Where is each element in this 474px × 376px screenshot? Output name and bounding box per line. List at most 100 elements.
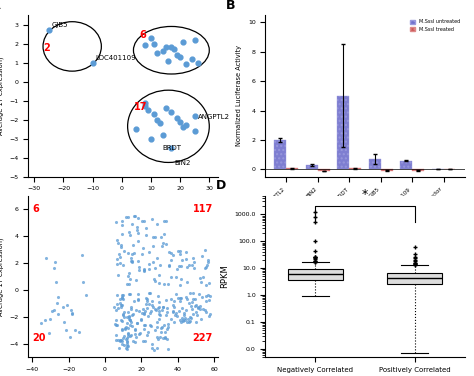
Point <box>131 326 138 332</box>
Point <box>174 248 182 254</box>
Point <box>42 255 50 261</box>
Point <box>179 39 187 45</box>
Point <box>126 314 133 320</box>
Point <box>169 252 177 258</box>
Point <box>163 297 170 303</box>
Y-axis label: log₂ (Average 3T expression /
Average 1T expression): log₂ (Average 3T expression / Average 1T… <box>0 47 4 145</box>
Point <box>46 316 54 322</box>
Point <box>192 309 200 315</box>
Point <box>145 313 152 319</box>
Point <box>127 258 135 264</box>
Point <box>118 318 126 324</box>
Point <box>155 272 163 278</box>
Point <box>155 293 162 299</box>
Point <box>194 305 202 311</box>
Point <box>149 303 157 309</box>
Point <box>182 294 190 300</box>
Point <box>89 59 96 65</box>
Point <box>181 314 189 320</box>
Point <box>117 337 124 343</box>
Point <box>125 270 133 276</box>
Bar <box>318 169 330 171</box>
Point <box>120 309 128 315</box>
Point <box>128 306 135 312</box>
Point <box>205 313 213 319</box>
Point <box>127 332 135 338</box>
Point <box>165 249 173 255</box>
Bar <box>337 96 349 169</box>
Point <box>117 254 124 260</box>
Point <box>119 312 127 318</box>
Point <box>175 295 182 301</box>
Point <box>124 343 132 349</box>
Point <box>136 308 143 314</box>
Point <box>202 309 210 315</box>
Point <box>164 346 172 352</box>
Point <box>120 248 128 254</box>
Point <box>181 310 188 316</box>
Point <box>158 324 166 331</box>
Text: BIN2: BIN2 <box>174 160 191 166</box>
Point <box>135 291 142 297</box>
Point <box>110 304 118 310</box>
Point <box>135 258 142 264</box>
Point <box>182 249 190 255</box>
Point <box>138 251 146 257</box>
Point <box>123 320 131 326</box>
Point <box>168 145 175 151</box>
Point <box>148 341 155 347</box>
Point <box>193 312 201 318</box>
Point <box>205 280 212 286</box>
Point <box>182 306 190 312</box>
Point <box>140 267 147 273</box>
Point <box>172 291 179 297</box>
Point <box>167 250 175 256</box>
Point <box>113 317 120 323</box>
Point <box>114 301 121 307</box>
Point <box>130 213 138 219</box>
Point <box>123 346 131 352</box>
Point <box>189 255 197 261</box>
Point <box>123 335 130 341</box>
Point <box>120 342 128 348</box>
Point <box>128 251 136 257</box>
Point <box>167 274 175 280</box>
Point <box>153 50 161 56</box>
Point <box>138 310 146 316</box>
Text: ANGPTL2: ANGPTL2 <box>198 114 229 120</box>
Point <box>169 308 177 314</box>
Point <box>114 321 121 327</box>
Point <box>191 128 199 134</box>
Point <box>183 264 191 270</box>
Point <box>197 315 205 321</box>
Point <box>135 264 143 270</box>
Point <box>138 218 146 224</box>
Point <box>114 292 121 298</box>
Point <box>135 238 142 244</box>
Point <box>147 323 155 329</box>
Point <box>68 311 75 317</box>
Point <box>191 296 199 302</box>
Point <box>116 337 124 343</box>
Point <box>157 324 165 331</box>
Point <box>159 48 166 54</box>
Point <box>178 305 186 311</box>
Point <box>118 326 126 332</box>
Point <box>124 214 132 220</box>
Point <box>113 332 120 338</box>
Point <box>139 245 146 251</box>
Point <box>124 333 131 339</box>
Point <box>118 231 126 237</box>
Text: 2: 2 <box>43 43 50 53</box>
Point <box>162 335 169 341</box>
Bar <box>400 161 412 169</box>
Point <box>142 301 149 307</box>
Text: 6: 6 <box>32 204 39 214</box>
Bar <box>412 169 424 171</box>
Point <box>116 296 124 302</box>
Point <box>114 305 122 311</box>
Point <box>153 221 161 227</box>
Point <box>162 241 169 247</box>
Point <box>122 336 129 342</box>
Point <box>124 250 132 256</box>
